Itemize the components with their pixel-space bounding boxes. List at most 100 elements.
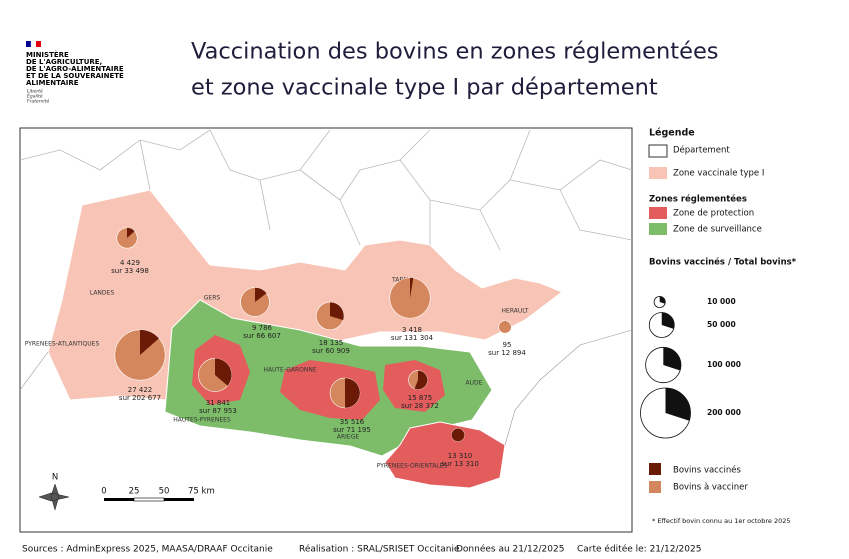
legend-swatch: [649, 167, 667, 179]
scale-bar: 0 25 50 75 km N: [38, 473, 215, 511]
pie-vaccinated: [345, 378, 360, 408]
scale-segment: [164, 498, 194, 501]
pie-label: sur 131 304: [391, 334, 434, 342]
legend-swatch: [648, 144, 668, 158]
department-name: HERAULT: [502, 308, 529, 315]
ministry: ALIMENTAIRE: [26, 79, 79, 87]
legend-label: Bovins vaccinés: [673, 465, 742, 476]
pie-label: sur 33 498: [111, 267, 149, 275]
pie-vaccinated: [414, 370, 428, 390]
legend-swatch: [649, 463, 661, 475]
department-name: ARIEGE: [337, 434, 359, 441]
footer: Sources : AdminExpress 2025, MAASA/DRAAF…: [22, 545, 273, 555]
pie-label: 9 786: [252, 324, 273, 332]
legend-swatch: [649, 223, 667, 235]
legend-subtitle: Zones réglementées: [649, 194, 747, 205]
legend-label: Zone vaccinale type I: [673, 169, 764, 179]
legend-subtitle: Bovins vaccinés / Total bovins*: [649, 257, 797, 268]
pie-label: 95: [503, 341, 512, 349]
legend-swatch: [649, 481, 661, 493]
pie-label: sur 202 677: [119, 394, 161, 402]
department-borders: [19, 129, 633, 251]
pie-label: sur 12 894: [488, 349, 526, 357]
scale-segment: [104, 498, 134, 501]
pie-vaccinated: [215, 358, 232, 386]
flag-red: [36, 41, 41, 47]
legend-size-label: 50 000: [707, 320, 736, 329]
pie-label: sur 28 372: [401, 402, 439, 410]
title: Vaccination des bovins en zones réglemen…: [191, 39, 719, 65]
pie-vaccinated: [451, 428, 465, 442]
note: * Effectif bovin connu au 1er octobre 20…: [652, 517, 790, 525]
department-name: AUDE: [466, 380, 483, 387]
footer: Données au 21/12/2025: [456, 544, 564, 555]
pie-label: 15 875: [408, 394, 433, 402]
coastline: [19, 329, 633, 446]
title: et zone vaccinale type I par département: [191, 75, 658, 101]
department-name: TARN: [391, 277, 408, 284]
north-label: N: [52, 473, 58, 483]
legend-size-wedge: [663, 347, 681, 371]
scale-label: 0: [101, 487, 106, 497]
pie-label: 27 422: [128, 386, 153, 394]
pie-vaccinated: [410, 277, 414, 298]
legend-label: Zone de surveillance: [673, 225, 762, 235]
ministry: ET DE LA SOUVERAINETÉ: [26, 71, 124, 80]
logo: MINISTÈRE DE L'AGRICULTURE, DE L'AGRO-AL…: [26, 40, 124, 105]
department-name: HAUTES-PYRENEES: [173, 417, 231, 424]
pie-label: sur 60 909: [312, 347, 350, 355]
department-border: [19, 129, 633, 251]
flag-white: [30, 40, 37, 48]
legend-size-label: 100 000: [707, 360, 741, 369]
ministry: DE L'AGRO-ALIMENTAIRE: [26, 65, 124, 73]
north-arrow: [38, 483, 70, 511]
vaccinal-zone: [47, 189, 564, 401]
protection-zone: [384, 421, 506, 489]
motto: Égalité: [27, 92, 43, 100]
department-name: HAUTE-GARONNE: [263, 367, 316, 374]
pie-label: sur 66 607: [243, 332, 281, 340]
pie-label: 3 418: [402, 326, 422, 334]
department-name: PYRENEES-ATLANTIQUES: [25, 341, 100, 348]
pie-label: 13 310: [448, 452, 473, 460]
pie-label: 18 135: [319, 339, 344, 347]
footer: Carte éditée le: 21/12/2025: [577, 544, 701, 555]
legend-title: Légende: [649, 128, 695, 139]
legend-label: Zone de protection: [673, 209, 754, 219]
scale-label: 75 km: [188, 487, 215, 497]
pie-vaccinated: [330, 302, 344, 321]
legend-size-wedge: [665, 388, 691, 421]
motto: Fraternité: [27, 98, 49, 105]
department-name: PYRENEES-ORIENTALES: [377, 463, 448, 470]
legend-label: Département: [673, 145, 730, 156]
ministry: DE L'AGRICULTURE,: [26, 58, 102, 66]
legend-size-label: 10 000: [707, 297, 736, 306]
pie-label: 4 429: [120, 259, 140, 267]
pie-label: sur 87 953: [199, 407, 237, 415]
motto: Liberté: [27, 88, 43, 95]
legend: Légende Département Zone vaccinale type …: [648, 128, 797, 493]
footer: Réalisation : SRAL/SRISET Occitanie: [299, 544, 460, 555]
pie-label: 31 841: [206, 399, 231, 407]
legend-size-wedge: [659, 296, 666, 304]
legend-size-wedge: [661, 312, 675, 329]
scale-segment: [133, 497, 165, 502]
legend-size-label: 200 000: [707, 408, 741, 417]
flag-blue: [26, 41, 31, 47]
pie-label: 35 516: [340, 418, 365, 426]
legend-label: Bovins à vacciner: [673, 483, 748, 493]
department-name: GERS: [204, 295, 221, 302]
map: [19, 127, 633, 533]
pie-label: sur 71 195: [333, 426, 371, 434]
pie-vaccinated: [255, 287, 267, 302]
pie-vaccinated: [140, 329, 159, 355]
department-name: LANDES: [90, 290, 114, 297]
pie-label: sur 13 310: [441, 460, 479, 468]
legend-swatch: [649, 207, 667, 219]
protection-zone: [280, 360, 380, 420]
ministry: MINISTÈRE: [26, 50, 69, 59]
pie-vaccinated: [127, 227, 135, 238]
scale-label: 50: [159, 487, 170, 497]
scale-label: 25: [129, 487, 140, 497]
